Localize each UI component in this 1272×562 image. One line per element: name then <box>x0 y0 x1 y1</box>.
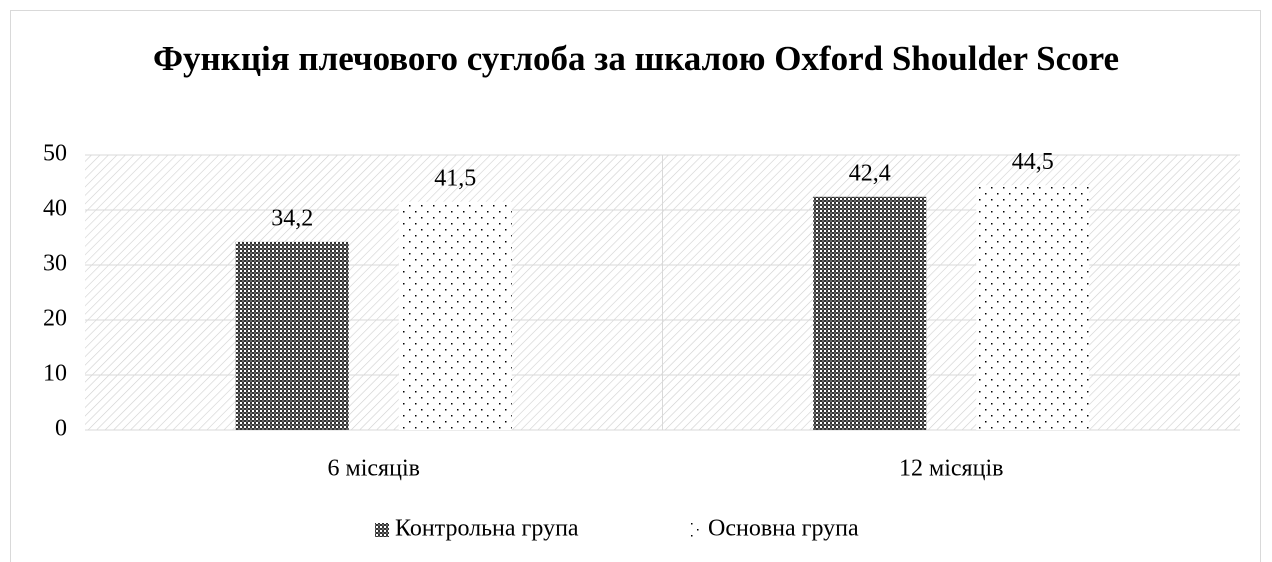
x-tick-label: 12 місяців <box>899 456 1003 482</box>
chart-title: Функція плечового суглоба за шкалою Oxfo… <box>152 39 1120 78</box>
y-tick-label: 40 <box>43 196 67 222</box>
bar <box>398 201 512 430</box>
bar <box>813 196 927 430</box>
data-label: 41,5 <box>434 165 476 191</box>
bar <box>976 185 1090 430</box>
y-tick-label: 30 <box>43 251 67 277</box>
x-tick-label: 6 місяців <box>328 456 420 482</box>
data-label: 44,5 <box>1012 149 1054 175</box>
y-tick-label: 20 <box>43 306 67 332</box>
legend-swatch <box>688 523 702 537</box>
y-tick-label: 0 <box>55 416 67 442</box>
y-tick-label: 10 <box>43 361 67 387</box>
bar <box>235 241 349 430</box>
legend-label: Основна група <box>708 516 859 542</box>
y-tick-label: 50 <box>43 141 67 167</box>
data-label: 42,4 <box>849 160 891 186</box>
legend-swatch <box>375 523 389 537</box>
legend-label: Контрольна група <box>395 516 579 542</box>
chart-frame <box>10 10 1261 562</box>
data-label: 34,2 <box>271 205 313 231</box>
